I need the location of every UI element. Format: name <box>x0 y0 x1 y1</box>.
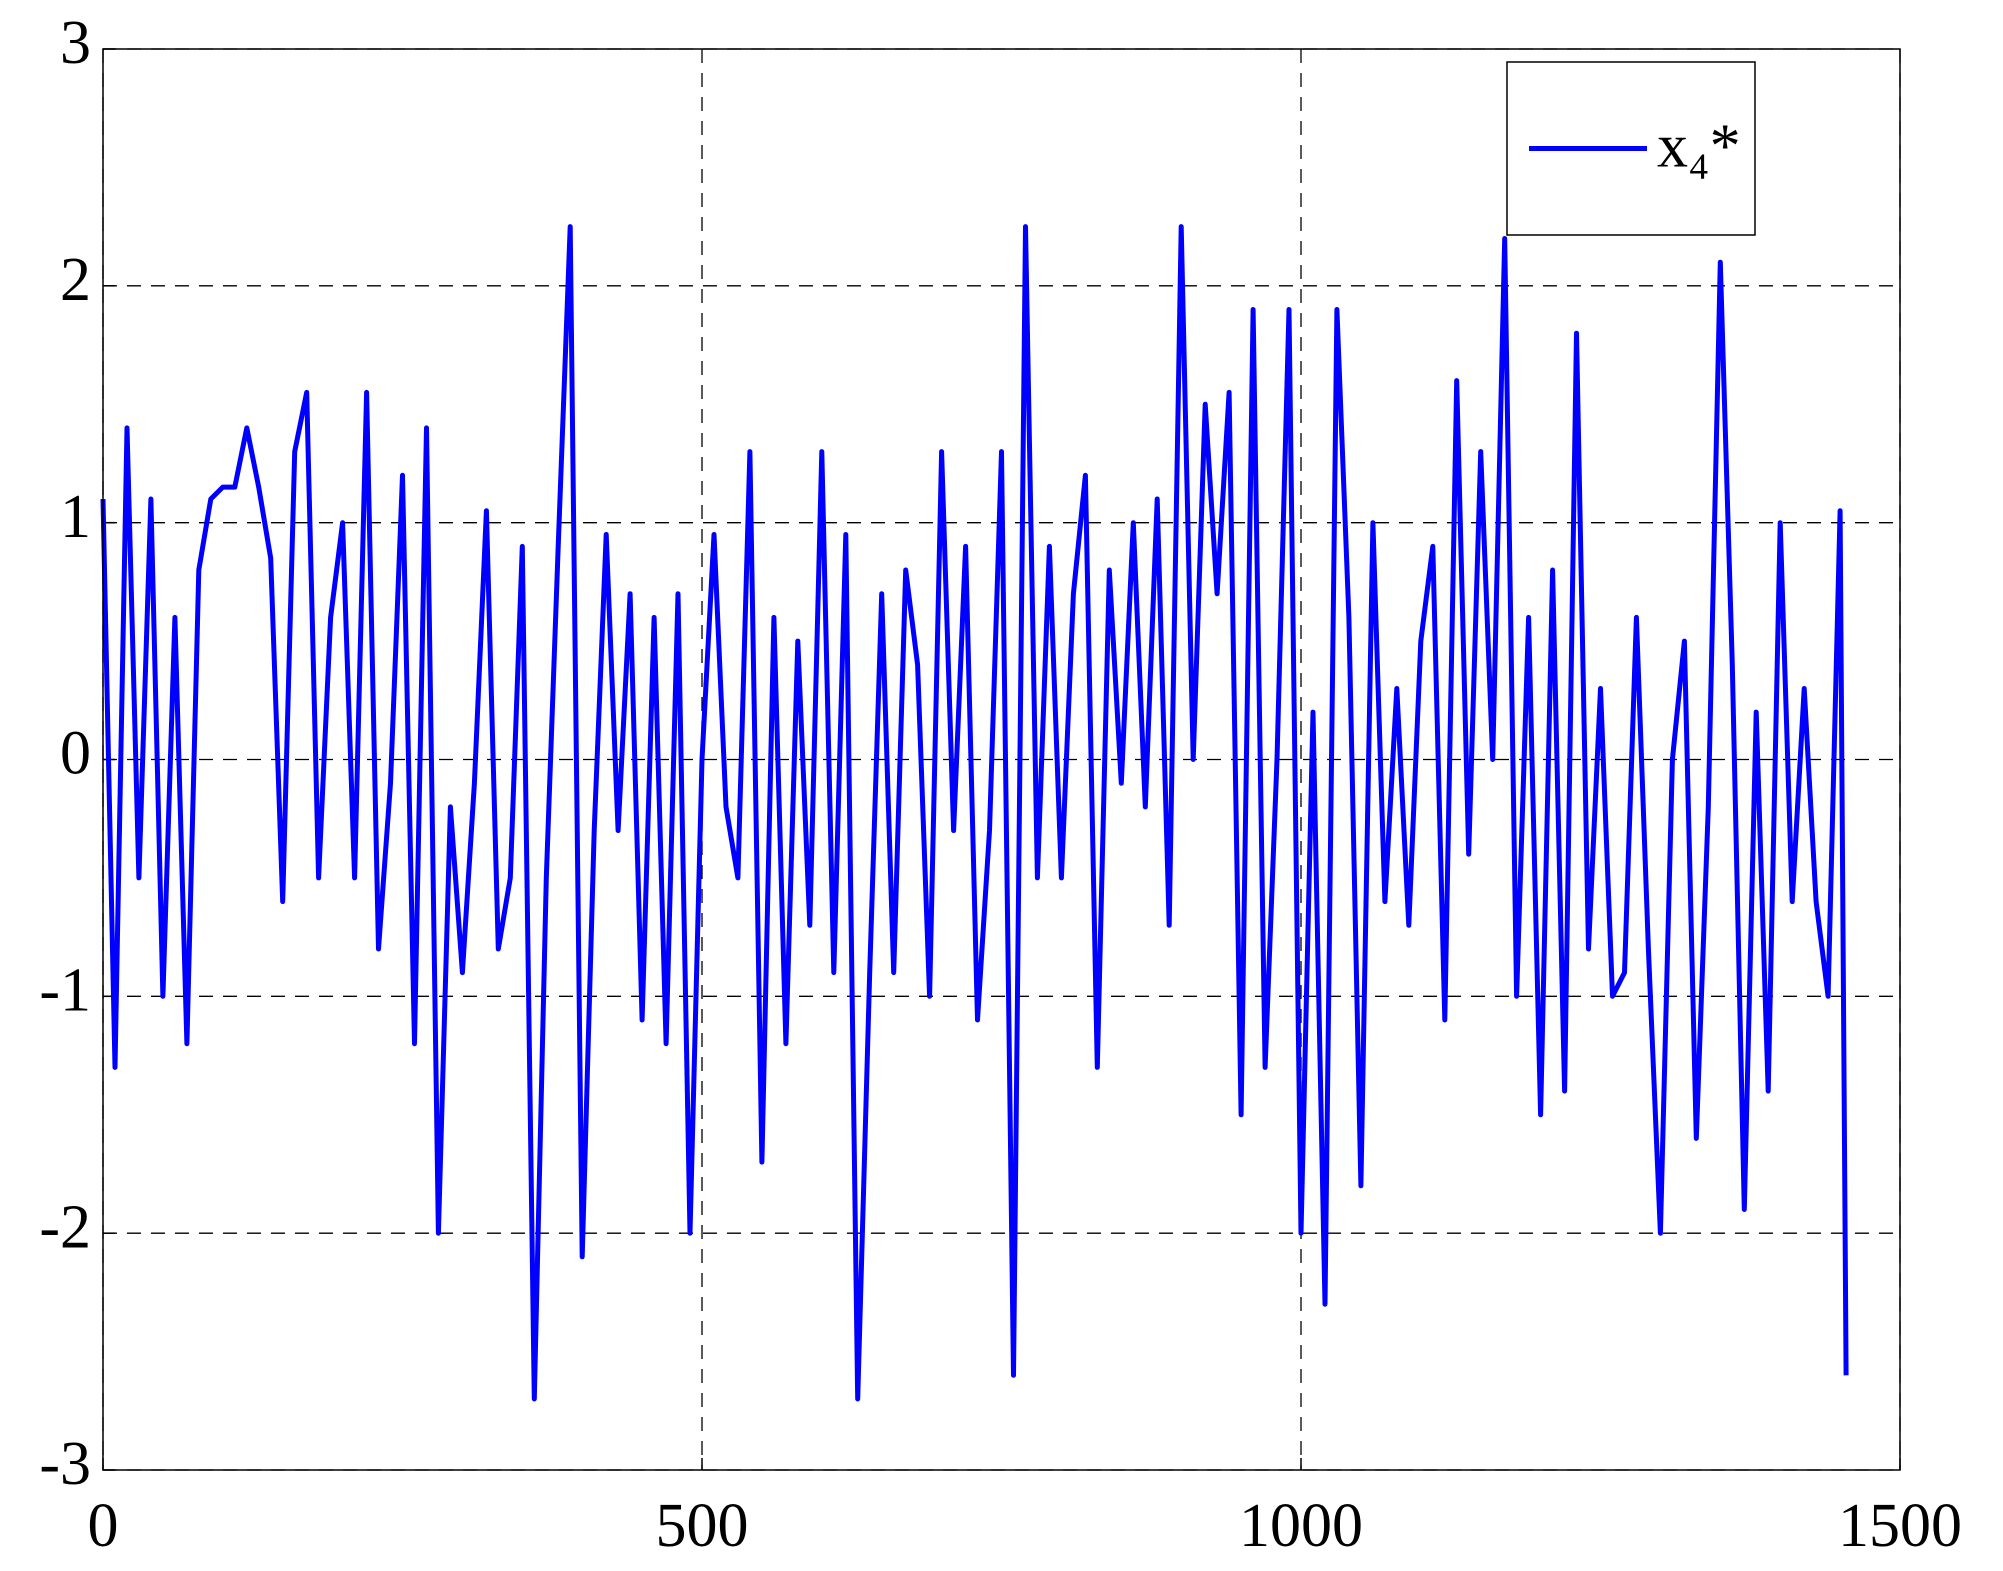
plot-frame <box>102 48 1901 1471</box>
x-tick-label: 500 <box>656 1492 749 1560</box>
x-tick-label: 0 <box>88 1492 119 1560</box>
y-tick-label: -2 <box>39 1193 91 1261</box>
y-tick-label: -3 <box>39 1430 91 1498</box>
legend-label: x₄* <box>1657 113 1741 181</box>
x-tick-label: 1500 <box>1838 1492 1962 1560</box>
y-tick-label: -1 <box>39 957 91 1025</box>
y-tick-label: 3 <box>60 9 91 77</box>
y-tick-label: 1 <box>60 483 91 551</box>
data-line <box>100 224 1849 1402</box>
x-tick-label: 1000 <box>1239 1492 1363 1560</box>
y-tick-label: 0 <box>60 720 91 788</box>
y-tick-label: 2 <box>60 246 91 314</box>
